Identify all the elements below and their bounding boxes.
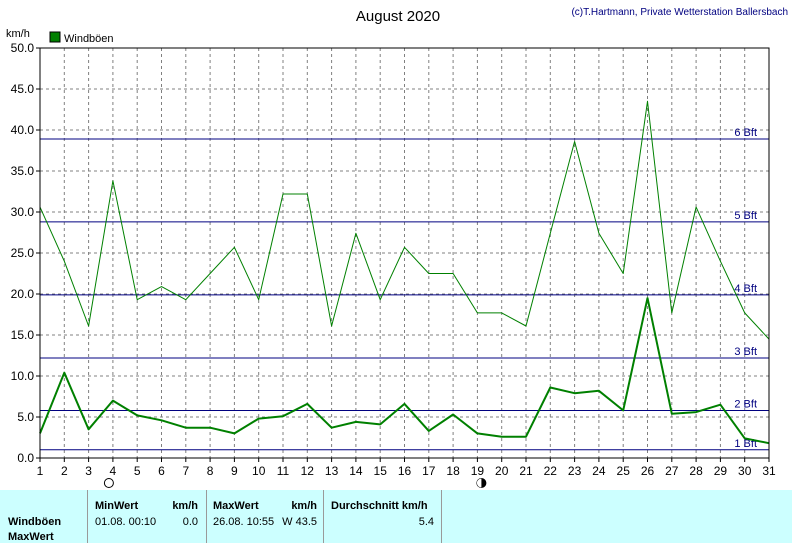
wind-line-thick — [39, 297, 770, 445]
x-tick-label: 28 — [689, 464, 703, 478]
x-tick-label: 1 — [37, 464, 44, 478]
x-tick-label: 27 — [665, 464, 679, 478]
chart-title: August 2020 — [356, 8, 440, 25]
max-header: MaxWert — [213, 500, 259, 512]
min-unit: km/h — [172, 500, 198, 512]
x-tick-label: 6 — [158, 464, 165, 478]
y-tick-label: 30.0 — [11, 205, 35, 219]
footer-label-cell: Windböen MaxWert — [0, 490, 88, 543]
x-tick-label: 22 — [544, 464, 558, 478]
y-tick-label: 25.0 — [11, 246, 35, 260]
x-tick-label: 11 — [277, 464, 290, 478]
y-tick-label: 15.0 — [11, 328, 35, 342]
x-tick-label: 24 — [592, 464, 606, 478]
legend-label: Windböen — [64, 33, 114, 45]
grid — [40, 48, 769, 458]
avg-header: Durchschnitt km/h — [331, 500, 428, 512]
new-moon-icon-shade — [476, 478, 482, 488]
beaufort-label: 4 Bft — [734, 283, 757, 295]
x-tick-label: 18 — [446, 464, 460, 478]
footer-avg-cell: Durchschnitt km/h 5.4 — [324, 490, 442, 543]
full-moon-icon — [103, 478, 114, 488]
max-unit: km/h — [291, 500, 317, 512]
x-tick-label: 30 — [738, 464, 752, 478]
x-tick-label: 13 — [325, 464, 339, 478]
footer-max-cell: MaxWert km/h 26.08. 10:55 W 43.5 — [207, 490, 324, 543]
beaufort-lines: 1 Bft 2 Bft 3 Bft 4 Bft 5 Bft 6 Bft — [40, 127, 769, 451]
x-tick-label: 10 — [252, 464, 266, 478]
x-tick-label: 15 — [374, 464, 388, 478]
series-lines — [39, 100, 770, 445]
x-tick-label: 26 — [641, 464, 655, 478]
moon-phase-markers — [103, 478, 487, 488]
x-axis-ticks: 1 2 3 4 5 6 7 8 9 10 11 12 13 14 15 16 17 18 19 20 21 22 23 24 2… — [37, 458, 776, 478]
plot-frame — [39, 47, 770, 459]
statistics-footer: Windböen MaxWert MinWert km/h 01.08. 00:… — [0, 490, 792, 543]
beaufort-label: 1 Bft — [734, 438, 757, 450]
y-tick-label: 45.0 — [11, 82, 35, 96]
y-tick-label: 20.0 — [11, 287, 35, 301]
x-tick-label: 20 — [495, 464, 509, 478]
y-tick-label: 40.0 — [11, 123, 35, 137]
min-header: MinWert — [95, 500, 139, 512]
x-tick-label: 17 — [422, 464, 436, 478]
y-tick-label: 50.0 — [11, 41, 35, 55]
x-tick-label: 7 — [182, 464, 189, 478]
x-tick-label: 9 — [231, 464, 238, 478]
max-time: 26.08. 10:55 — [213, 516, 275, 528]
wind-gust-line — [39, 100, 770, 340]
x-tick-label: 16 — [398, 464, 412, 478]
x-tick-label: 14 — [349, 464, 363, 478]
beaufort-label: 3 Bft — [734, 346, 757, 358]
x-tick-label: 29 — [714, 464, 728, 478]
row-label-maxwert: MaxWert — [8, 531, 54, 543]
row-label-windboeen: Windböen — [8, 516, 62, 528]
x-tick-label: 3 — [85, 464, 92, 478]
x-tick-label: 12 — [301, 464, 315, 478]
y-tick-label: 5.0 — [17, 410, 34, 424]
x-tick-label: 31 — [762, 464, 776, 478]
x-tick-label: 8 — [207, 464, 214, 478]
wind-gust-chart: August 2020 (c)T.Hartmann, Private Wette… — [6, 7, 788, 488]
max-value: W 43.5 — [282, 516, 317, 528]
beaufort-label: 6 Bft — [734, 127, 757, 139]
x-tick-label: 21 — [519, 464, 533, 478]
beaufort-label: 5 Bft — [734, 210, 757, 222]
x-tick-label: 5 — [134, 464, 141, 478]
min-value: 0.0 — [182, 516, 198, 528]
beaufort-label: 2 Bft — [734, 398, 757, 410]
x-tick-label: 4 — [110, 464, 117, 478]
y-axis-unit: km/h — [6, 28, 30, 40]
x-tick-label: 19 — [471, 464, 485, 478]
copyright-credit: (c)T.Hartmann, Private Wetterstation Bal… — [571, 7, 788, 18]
legend-swatch — [49, 31, 61, 43]
x-tick-label: 25 — [617, 464, 631, 478]
footer-min-cell: MinWert km/h 01.08. 00:10 0.0 — [88, 490, 207, 543]
y-tick-label: 0.0 — [17, 451, 34, 465]
y-tick-label: 35.0 — [11, 164, 35, 178]
min-time: 01.08. 00:10 — [95, 516, 157, 528]
y-tick-label: 10.0 — [11, 369, 35, 383]
x-tick-label: 23 — [568, 464, 582, 478]
y-axis-ticks: 0.0 5.0 10.0 15.0 20.0 25.0 30.0 35.0 40.0 45.0 50… — [11, 41, 40, 465]
avg-value: 5.4 — [418, 516, 434, 528]
x-tick-label: 2 — [61, 464, 68, 478]
